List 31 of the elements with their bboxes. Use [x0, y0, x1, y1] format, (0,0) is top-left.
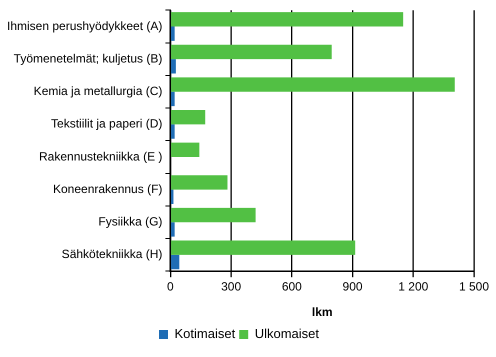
bar	[171, 110, 206, 124]
legend-label: Ulkomaiset	[254, 326, 320, 342]
y-tick-label: Rakennustekniikka (E )	[39, 149, 162, 164]
x-tick-label: 1 200	[398, 280, 429, 294]
x-tick-label: 300	[221, 280, 242, 294]
y-tick-label: Kemia ja metallurgia (C)	[34, 84, 162, 98]
bar	[171, 12, 404, 27]
bar	[171, 222, 175, 237]
bar	[171, 175, 228, 190]
bar	[171, 124, 175, 139]
y-tick-label: Tekstiilit ja paperi (D)	[51, 116, 162, 131]
y-tick-label: Fysiikka (G)	[98, 214, 162, 229]
bar	[171, 240, 356, 255]
bar	[171, 26, 175, 41]
x-tick-label: 900	[342, 280, 363, 294]
x-tick-label: 1 500	[458, 280, 490, 294]
y-tick-label: Sähkötekniikka (H)	[62, 247, 162, 262]
y-tick-label: Työmenetelmät; kuljetus (B)	[14, 51, 162, 66]
y-tick-label: Ihmisen perushyödykkeet (A)	[6, 18, 162, 33]
bar	[171, 44, 332, 60]
bar	[171, 59, 176, 74]
y-tick-label: Koneenrakennus (F)	[52, 182, 162, 196]
x-axis-title: lkm	[312, 305, 333, 320]
bar	[171, 208, 256, 222]
bar	[171, 77, 455, 92]
bar	[171, 92, 175, 106]
bar	[171, 142, 200, 158]
bar	[171, 254, 180, 270]
legend-label: Kotimaiset	[174, 326, 236, 342]
x-tick-label: 600	[282, 280, 302, 294]
x-tick-label: 0	[167, 280, 174, 294]
